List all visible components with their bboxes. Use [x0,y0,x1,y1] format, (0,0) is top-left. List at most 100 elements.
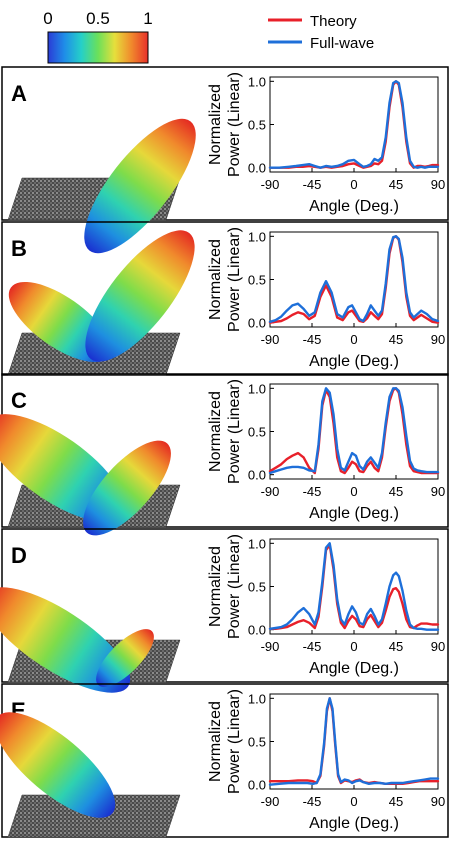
y-axis-label-line: Normalized [207,239,224,320]
plot-frame [269,693,439,790]
y-axis-label-line: Normalized [207,701,224,782]
series-line-fullwave [268,542,440,631]
x-tick-label: 45 [389,794,403,809]
series-line-fullwave [268,80,440,169]
y-tick-label: 1.0 [248,74,266,89]
y-axis-label-line: Power (Linear) [226,227,243,332]
y-axis-label: Normalized Power (Linear) [207,379,243,484]
plot-frame [269,538,439,635]
series-line-theory [268,80,440,169]
y-tick-label: 0.0 [248,316,266,331]
x-tick-label: 0 [350,177,357,192]
plot-axes: -90 -45 0 45 90 0.0 0.5 1.0 Angle (Deg.) Normaliz… [207,534,445,677]
x-tick-label: 90 [431,332,445,347]
x-axis-label: Angle (Deg.) [309,660,399,677]
radiation-lobe [96,629,154,687]
y-axis-label-line: Normalized [207,391,224,472]
legend-fullwave-label: Full-wave [310,35,374,52]
y-tick-label: 0.0 [248,623,266,638]
series-line-fullwave [268,235,440,323]
y-tick-label: 0.5 [248,425,266,440]
radiation-lobe [0,712,116,818]
series-line-fullwave [268,697,440,786]
y-axis-label-line: Power (Linear) [226,72,243,177]
x-tick-label: -90 [261,794,280,809]
legend-theory-label: Theory [310,13,357,30]
x-tick-label: -45 [303,484,322,499]
x-axis-label: Angle (Deg.) [309,815,399,832]
x-tick-label: -90 [261,177,280,192]
radiation-lobe [0,587,131,693]
y-axis-label: Normalized Power (Linear) [207,689,243,794]
colorbar-tick-0: 0 [43,9,52,28]
y-tick-label: 1.0 [248,691,266,706]
series-line-fullwave [268,387,440,475]
x-tick-label: 45 [389,332,403,347]
panel-a: A -90 -45 0 45 90 0.0 0.5 1.0 Angle (Deg.) Normali… [1,66,449,254]
panel-frame [1,66,449,221]
series-line-theory [268,543,440,630]
y-tick-label: 1.0 [248,229,266,244]
panel-frame [1,221,449,376]
x-axis-label: Angle (Deg.) [309,505,399,522]
x-tick-label: 45 [389,177,403,192]
series-line-theory [268,697,440,785]
x-tick-label: 90 [431,639,445,654]
y-tick-label: 0.0 [248,468,266,483]
x-tick-label: -45 [303,332,322,347]
radiation-lobe [85,230,195,362]
x-tick-label: -45 [303,177,322,192]
panel-c: C -90 -45 0 45 90 0.0 0.5 1.0 Angle (Deg.) Normali… [0,373,449,536]
x-tick-label: 90 [431,794,445,809]
y-tick-label: 1.0 [248,381,266,396]
x-tick-label: 0 [350,639,357,654]
plot-axes: -90 -45 0 45 90 0.0 0.5 1.0 Angle (Deg.) Normaliz… [207,227,445,370]
y-axis-label-line: Normalized [207,84,224,165]
x-tick-label: -90 [261,332,280,347]
x-tick-label: 90 [431,484,445,499]
panel-b: B -90 -45 0 45 90 0.0 0.5 1.0 Angle (Deg.) Normali… [1,221,449,376]
x-tick-label: 90 [431,177,445,192]
legend: Theory Full-wave [268,13,374,52]
plot-axes: -90 -45 0 45 90 0.0 0.5 1.0 Angle (Deg.) Normaliz… [207,72,445,215]
y-tick-label: 0.5 [248,118,266,133]
x-tick-label: 0 [350,794,357,809]
y-axis-label-line: Power (Linear) [226,534,243,639]
colorbar-tick-0-5: 0.5 [86,9,110,28]
panels: A -90 -45 0 45 90 0.0 0.5 1.0 Angle (Deg.) Normali… [0,66,449,838]
y-tick-label: 0.0 [248,778,266,793]
x-tick-label: -45 [303,639,322,654]
x-axis-label: Angle (Deg.) [309,353,399,370]
radiation-lobe [0,414,125,522]
x-tick-label: -90 [261,484,280,499]
x-tick-label: 0 [350,332,357,347]
colorbar-rect [47,31,149,64]
y-tick-label: 0.5 [248,273,266,288]
y-axis-label-line: Normalized [207,546,224,627]
radiation-lobe [83,440,171,536]
y-axis-label: Normalized Power (Linear) [207,227,243,332]
panel-d: D -90 -45 0 45 90 0.0 0.5 1.0 Angle (Deg.) Normali… [0,528,449,693]
y-tick-label: 0.5 [248,735,266,750]
y-axis-label-line: Power (Linear) [226,379,243,484]
panel-label: C [11,388,27,413]
x-tick-label: 0 [350,484,357,499]
panel-label: A [11,81,27,106]
y-axis-label: Normalized Power (Linear) [207,534,243,639]
y-axis-label: Normalized Power (Linear) [207,72,243,177]
colorbar: 0 0.5 1 [43,9,153,64]
y-tick-label: 0.0 [248,161,266,176]
radiation-lobe [84,118,196,254]
plot-axes: -90 -45 0 45 90 0.0 0.5 1.0 Angle (Deg.) Normaliz… [207,689,445,832]
series-line-theory [268,387,440,475]
panel-label: B [11,236,27,261]
x-tick-label: 45 [389,639,403,654]
x-tick-label: 45 [389,484,403,499]
panel-label: D [11,543,27,568]
x-axis-label: Angle (Deg.) [309,198,399,215]
colorbar-tick-1: 1 [143,9,152,28]
plot-axes: -90 -45 0 45 90 0.0 0.5 1.0 Angle (Deg.) Normaliz… [207,379,445,522]
y-tick-label: 1.0 [248,536,266,551]
